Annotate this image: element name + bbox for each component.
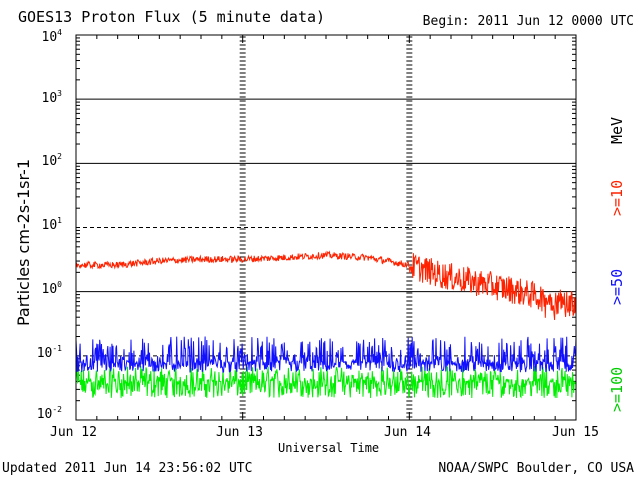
y-tick-label: 102	[41, 152, 62, 169]
series-ge50-line	[75, 336, 577, 373]
series-ge100-line	[75, 365, 577, 399]
x-tick-label: Jun 15	[552, 425, 599, 440]
plot-frame	[75, 34, 577, 421]
legend-entry-ge10: >=10	[608, 179, 626, 216]
data-source: NOAA/SWPC Boulder, CO USA	[438, 461, 634, 476]
legend-unit: MeV	[608, 116, 626, 144]
series-layer	[75, 250, 577, 399]
y-tick-label: 10-1	[36, 344, 62, 361]
y-tick-label: 10-2	[36, 405, 62, 422]
y-tick-label: 103	[41, 89, 62, 106]
y-tick-label: 101	[41, 216, 62, 233]
x-tick-label: Jun 14	[384, 425, 431, 440]
x-tick-label: Jun 13	[216, 425, 263, 440]
begin-time: Begin: 2011 Jun 12 0000 UTC	[422, 14, 634, 29]
x-axis-label: Universal Time	[278, 441, 380, 455]
updated-timestamp: Updated 2011 Jun 14 23:56:02 UTC	[2, 461, 253, 476]
x-tick-label: Jun 12	[50, 425, 97, 440]
chart-title: GOES13 Proton Flux (5 minute data)	[18, 8, 326, 26]
y-tick-label: 100	[41, 280, 62, 297]
series-ge10-line	[75, 250, 577, 321]
legend-entry-ge50: >=50	[608, 268, 626, 305]
y-tick-label: 104	[41, 28, 62, 45]
legend-entry-ge100: >=100	[608, 366, 626, 412]
y-axis-label: Particles cm-2s-1sr-1	[14, 158, 34, 327]
